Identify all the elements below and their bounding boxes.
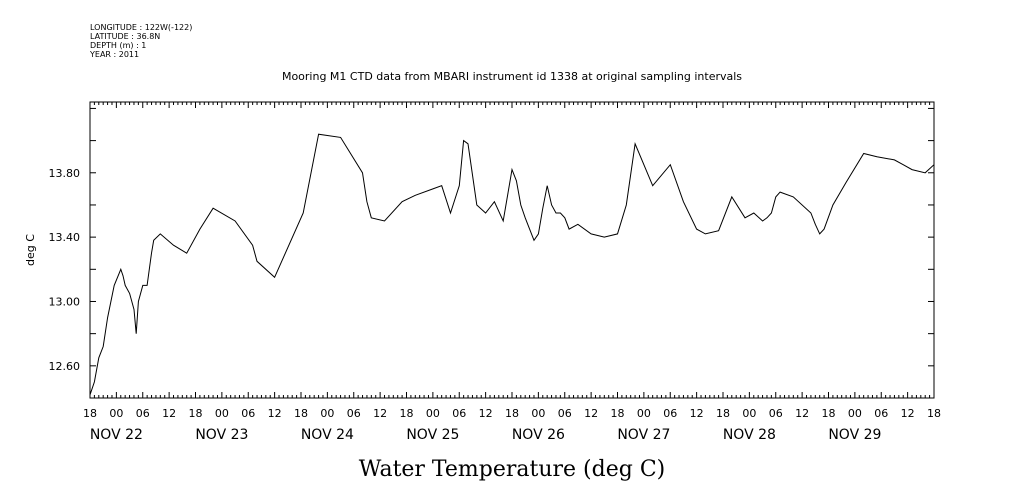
x-tick-label: 12 <box>795 407 809 420</box>
x-tick-label: 18 <box>716 407 730 420</box>
y-tick-labels: 12.60 13.00 13.40 13.80 <box>49 167 81 373</box>
date-label: NOV 29 <box>828 427 881 443</box>
x-tick-label: 00 <box>426 407 440 420</box>
x-tick-label: 18 <box>505 407 519 420</box>
x-tick-label: 12 <box>901 407 915 420</box>
meta-depth: DEPTH (m) : 1 <box>90 41 146 50</box>
meta-year: YEAR : 2011 <box>89 50 139 59</box>
x-tick-label: 18 <box>927 407 941 420</box>
date-label: NOV 27 <box>617 427 670 443</box>
x-tick-label: 12 <box>162 407 176 420</box>
y-tick-label: 12.60 <box>49 360 81 373</box>
x-tick-label: 12 <box>584 407 598 420</box>
x-tick-label: 12 <box>373 407 387 420</box>
y-tick-label: 13.80 <box>49 167 81 180</box>
y-axis-label: deg C <box>24 234 37 266</box>
x-tick-label: 06 <box>347 407 361 420</box>
x-tick-label: 00 <box>637 407 651 420</box>
x-tick-label: 18 <box>400 407 414 420</box>
x-tick-label: 00 <box>215 407 229 420</box>
x-tick-label: 06 <box>136 407 150 420</box>
date-label: NOV 23 <box>195 427 248 443</box>
date-label: NOV 22 <box>90 427 143 443</box>
date-label: NOV 24 <box>301 427 354 443</box>
axis-ticks <box>89 102 935 399</box>
plot-frame <box>89 101 935 399</box>
x-tick-label: 18 <box>294 407 308 420</box>
y-tick-label: 13.40 <box>49 231 81 244</box>
x-tick-label: 00 <box>848 407 862 420</box>
date-label: NOV 28 <box>723 427 776 443</box>
x-tick-label: 18 <box>189 407 203 420</box>
x-tick-label: 06 <box>663 407 677 420</box>
metadata-block: LONGITUDE : 122W(-122) LATITUDE : 36.8N … <box>89 23 192 59</box>
chart-title: Mooring M1 CTD data from MBARI instrumen… <box>282 70 742 83</box>
date-labels: NOV 22 NOV 23 NOV 24 NOV 25 NOV 26 NOV 27 NOV … <box>90 427 882 443</box>
date-label: NOV 25 <box>406 427 459 443</box>
x-tick-label: 12 <box>690 407 704 420</box>
meta-longitude: LONGITUDE : 122W(-122) <box>90 23 192 32</box>
x-tick-label: 18 <box>83 407 97 420</box>
x-tick-labels: 18 00 06 12 18 00 06 12 18 00 06 12 18 00 06 12 18 00 06 12… <box>83 407 941 420</box>
x-tick-label: 00 <box>742 407 756 420</box>
x-tick-label: 12 <box>479 407 493 420</box>
temperature-series-line <box>89 133 935 395</box>
date-label: NOV 26 <box>512 427 565 443</box>
x-tick-label: 12 <box>268 407 282 420</box>
x-tick-label: 06 <box>769 407 783 420</box>
x-tick-label: 00 <box>109 407 123 420</box>
x-tick-label: 06 <box>558 407 572 420</box>
x-axis-title: Water Temperature (deg C) <box>359 457 666 482</box>
x-tick-label: 18 <box>822 407 836 420</box>
x-tick-label: 06 <box>874 407 888 420</box>
x-tick-label: 00 <box>320 407 334 420</box>
y-tick-label: 13.00 <box>49 295 81 308</box>
x-tick-label: 00 <box>531 407 545 420</box>
x-tick-label: 18 <box>611 407 625 420</box>
x-tick-label: 06 <box>241 407 255 420</box>
meta-latitude: LATITUDE : 36.8N <box>90 32 160 41</box>
x-tick-label: 06 <box>452 407 466 420</box>
